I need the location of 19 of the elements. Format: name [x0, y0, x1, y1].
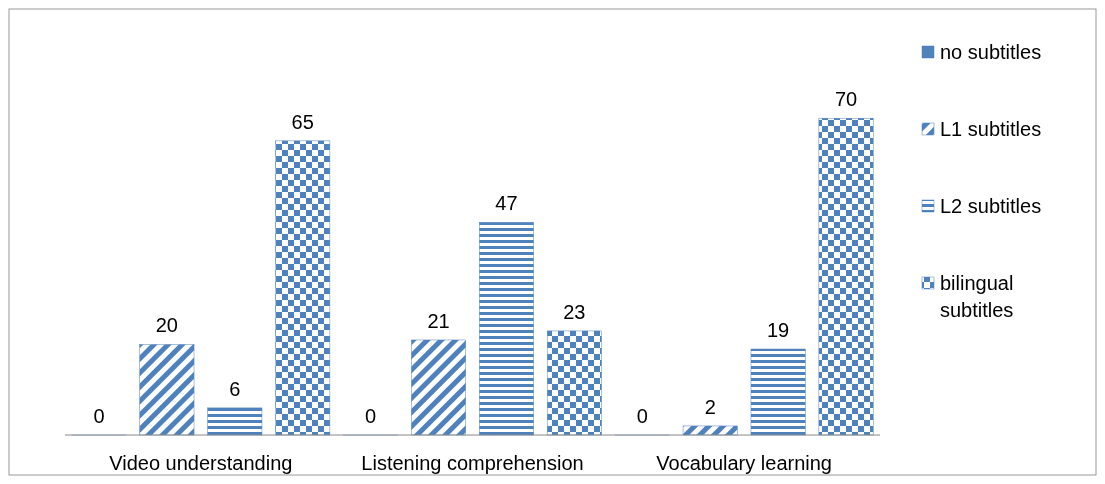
legend-label: no subtitles: [940, 41, 1042, 63]
legend-label: L2 subtitles: [940, 195, 1042, 217]
x-tick-label: Vocabulary learning: [656, 452, 833, 474]
data-label: 21: [427, 309, 450, 332]
data-label: 70: [834, 88, 858, 111]
data-label: 6: [229, 377, 241, 400]
data-label: 2: [704, 395, 716, 418]
legend-label: bilingual subtitles: [940, 272, 1014, 321]
data-label: 47: [495, 192, 518, 215]
data-label: 23: [563, 300, 586, 323]
data-label: 65: [291, 110, 314, 133]
data-label: 19: [767, 319, 790, 342]
data-label: 20: [155, 314, 178, 337]
data-label: 0: [365, 405, 377, 427]
data-label: 0: [93, 405, 105, 427]
x-tick-label: Listening comprehension: [361, 452, 584, 474]
x-tick-label: Video understanding: [109, 452, 293, 474]
legend-label: L1 subtitles: [940, 118, 1042, 140]
data-label: 0: [636, 405, 648, 427]
